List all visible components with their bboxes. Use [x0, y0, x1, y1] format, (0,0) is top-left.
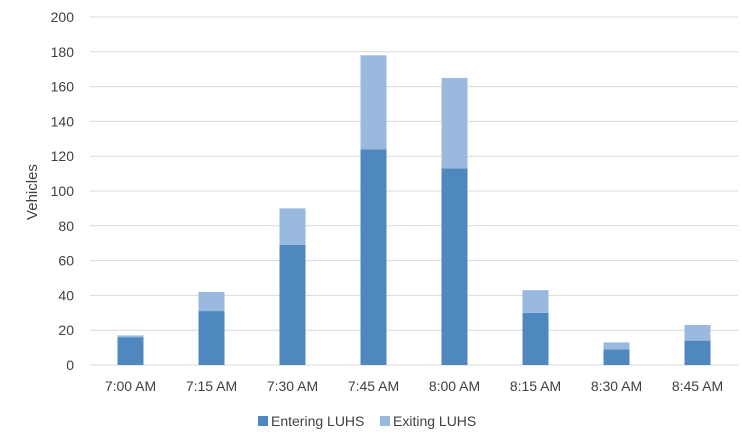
- bar-entering: [684, 340, 711, 365]
- y-tick-label: 100: [51, 183, 75, 199]
- y-tick-label: 60: [58, 253, 74, 269]
- x-tick-label: 8:15 AM: [510, 378, 561, 394]
- bars: [117, 55, 711, 365]
- bar-exiting: [279, 208, 306, 245]
- bar-entering: [603, 349, 630, 365]
- bar-exiting: [603, 342, 630, 350]
- bar-entering: [279, 244, 306, 365]
- x-tick-label: 8:30 AM: [591, 378, 642, 394]
- bar-exiting: [360, 55, 387, 150]
- bar-entering: [360, 149, 387, 365]
- legend-swatch: [380, 416, 390, 426]
- y-tick-label: 200: [51, 9, 75, 25]
- gridlines: [90, 16, 738, 366]
- x-tick-label: 8:45 AM: [672, 378, 723, 394]
- legend-label: Exiting LUHS: [393, 413, 476, 429]
- y-tick-label: 80: [58, 218, 74, 234]
- bar-entering: [198, 311, 225, 365]
- bar-entering: [441, 168, 468, 365]
- bar-exiting: [522, 290, 549, 313]
- bar-exiting: [117, 335, 144, 338]
- y-tick-label: 40: [58, 287, 74, 303]
- legend: Entering LUHS Exiting LUHS: [258, 413, 476, 429]
- bar-exiting: [198, 291, 225, 312]
- bar-entering: [117, 337, 144, 365]
- y-tick-label: 180: [51, 44, 75, 60]
- x-tick-label: 7:00 AM: [105, 378, 156, 394]
- bar-exiting: [684, 324, 711, 341]
- y-tick-label: 140: [51, 113, 75, 129]
- bar-entering: [522, 312, 549, 365]
- x-axis-ticks: 7:00 AM 7:15 AM 7:30 AM 7:45 AM 8:00 AM 8:15 …: [105, 378, 723, 394]
- y-tick-label: 160: [51, 79, 75, 95]
- y-tick-label: 0: [66, 357, 74, 373]
- y-tick-label: 20: [58, 322, 74, 338]
- y-axis-ticks: 0 20 40 60 80 100 120 140 160 180 200: [51, 9, 75, 373]
- bar-exiting: [441, 77, 468, 169]
- y-tick-label: 120: [51, 148, 75, 164]
- x-tick-label: 8:00 AM: [429, 378, 480, 394]
- x-tick-label: 7:15 AM: [186, 378, 237, 394]
- legend-swatch: [258, 416, 268, 426]
- legend-label: Entering LUHS: [271, 413, 364, 429]
- y-axis-title: Vehicles: [24, 164, 41, 220]
- x-tick-label: 7:45 AM: [348, 378, 399, 394]
- x-tick-label: 7:30 AM: [267, 378, 318, 394]
